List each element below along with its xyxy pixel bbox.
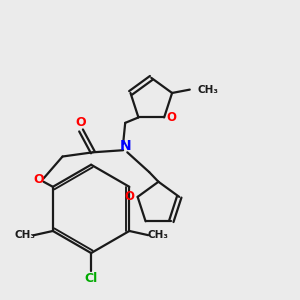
Text: Cl: Cl bbox=[85, 272, 98, 285]
Text: O: O bbox=[124, 190, 134, 203]
Text: O: O bbox=[33, 173, 44, 186]
Text: O: O bbox=[75, 116, 86, 128]
Text: O: O bbox=[167, 111, 177, 124]
Text: CH₃: CH₃ bbox=[147, 230, 168, 240]
Text: N: N bbox=[119, 139, 131, 153]
Text: CH₃: CH₃ bbox=[197, 85, 218, 94]
Text: CH₃: CH₃ bbox=[14, 230, 35, 240]
